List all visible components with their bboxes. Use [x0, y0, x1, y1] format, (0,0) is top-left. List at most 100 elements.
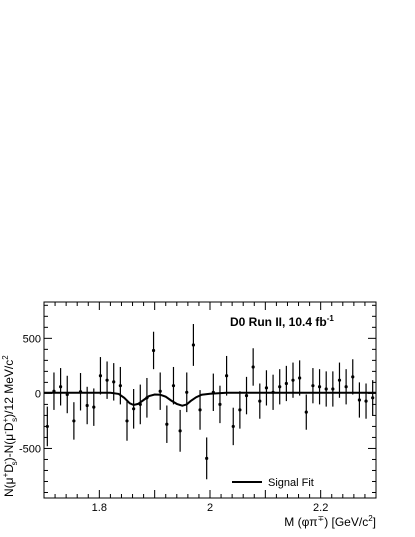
- data-marker: [105, 378, 109, 382]
- data-marker: [364, 399, 368, 403]
- data-marker: [337, 378, 342, 382]
- data-marker: [118, 384, 122, 388]
- data-marker: [185, 390, 189, 394]
- data-point: [125, 401, 129, 441]
- data-point: [231, 407, 235, 446]
- data-point: [98, 357, 103, 395]
- data-point: [85, 386, 89, 425]
- data-marker: [178, 429, 182, 433]
- y-tick-label: 0: [35, 388, 41, 400]
- data-marker: [85, 403, 89, 408]
- data-marker: [165, 422, 169, 426]
- data-point: [371, 380, 375, 416]
- data-point: [198, 390, 202, 430]
- data-points-layer: [45, 324, 375, 480]
- data-point: [211, 373, 215, 412]
- data-marker: [244, 393, 249, 398]
- data-marker: [371, 396, 375, 400]
- data-point: [271, 374, 275, 410]
- data-marker: [291, 378, 295, 382]
- data-marker: [65, 392, 69, 397]
- data-point: [317, 369, 322, 405]
- data-marker: [231, 424, 235, 429]
- data-marker: [264, 386, 269, 390]
- data-point: [331, 371, 335, 407]
- data-point: [324, 371, 328, 407]
- legend-signal-fit-label: Signal Fit: [268, 477, 314, 489]
- data-point: [65, 375, 69, 414]
- data-marker: [198, 408, 202, 412]
- data-marker: [331, 387, 335, 391]
- y-axis-label: N(μ+D-s)-N(μ-D+s)/12 MeV/c2: [1, 355, 19, 497]
- data-point: [278, 369, 282, 405]
- data-marker: [304, 410, 308, 414]
- data-point: [52, 372, 56, 410]
- data-marker: [351, 375, 355, 379]
- data-marker: [125, 419, 129, 423]
- data-point: [284, 365, 288, 402]
- data-marker: [271, 390, 275, 394]
- data-marker: [225, 374, 229, 378]
- data-point: [138, 384, 142, 425]
- data-point: [291, 362, 295, 398]
- chart-annotation: D0 Run II, 10.4 fb-1: [230, 314, 334, 329]
- data-point: [304, 394, 308, 430]
- data-marker: [357, 398, 361, 402]
- data-marker: [112, 380, 116, 384]
- data-point: [344, 369, 348, 405]
- x-axis-ticks: 1.8 2 2.2: [43, 302, 377, 514]
- data-marker: [211, 390, 215, 394]
- data-point: [351, 359, 355, 395]
- data-marker: [298, 376, 302, 380]
- data-point: [118, 366, 122, 405]
- data-marker: [72, 419, 76, 423]
- data-marker: [158, 389, 162, 393]
- data-point: [238, 391, 242, 429]
- data-point: [72, 402, 76, 440]
- data-marker: [317, 385, 322, 389]
- data-marker: [311, 384, 315, 388]
- data-point: [357, 382, 361, 418]
- data-point: [92, 388, 96, 426]
- data-marker: [138, 402, 142, 407]
- data-point: [298, 360, 302, 396]
- data-point: [145, 377, 149, 418]
- data-marker: [251, 365, 255, 369]
- data-marker: [145, 396, 149, 400]
- signal-fit-curve: [44, 391, 376, 407]
- data-marker: [205, 456, 209, 460]
- data-point: [251, 348, 255, 386]
- data-point: [311, 368, 315, 404]
- data-marker: [344, 385, 348, 389]
- data-point: [337, 362, 342, 398]
- data-point: [244, 376, 249, 415]
- data-marker: [52, 389, 56, 393]
- data-point: [78, 373, 83, 411]
- data-point: [132, 388, 136, 429]
- data-marker: [191, 343, 195, 347]
- data-marker: [98, 374, 103, 378]
- data-marker: [59, 385, 63, 389]
- data-marker: [284, 381, 288, 386]
- data-point: [218, 385, 222, 424]
- data-point: [258, 383, 262, 419]
- data-marker: [238, 408, 242, 412]
- data-point: [171, 366, 176, 405]
- data-point: [191, 324, 195, 366]
- x-axis-label: M (φπ∓) [GeV/c2]: [284, 514, 376, 529]
- legend: Signal Fit: [232, 477, 314, 489]
- data-point: [105, 361, 109, 399]
- data-marker: [171, 384, 176, 388]
- data-point: [178, 409, 182, 452]
- data-point: [112, 363, 116, 401]
- data-point: [205, 437, 209, 480]
- data-marker: [278, 385, 282, 389]
- data-marker: [258, 399, 262, 403]
- y-axis-ticks: 500 0 -500: [19, 304, 376, 493]
- x-tick-label: 1.8: [92, 502, 107, 514]
- x-tick-label: 2.2: [313, 502, 328, 514]
- data-point: [165, 405, 169, 443]
- data-marker: [324, 387, 328, 391]
- y-tick-label: 500: [23, 333, 41, 345]
